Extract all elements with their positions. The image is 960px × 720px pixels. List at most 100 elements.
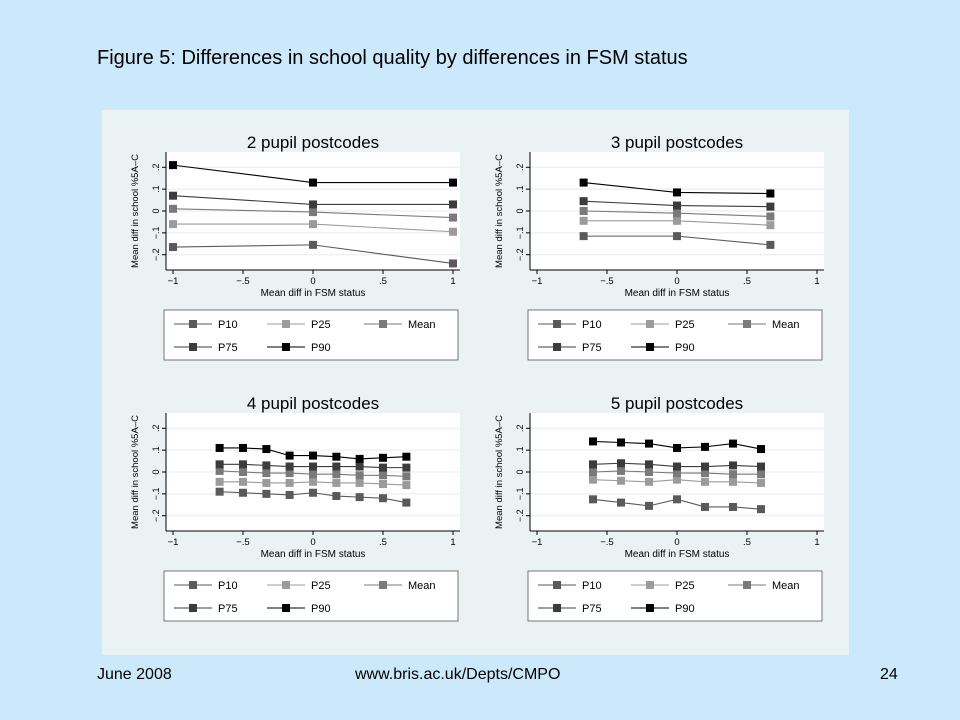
- chart-panel-3: 4 pupil postcodes −.2 −.1 0 .1 .2 Mean diff in…: [130, 394, 460, 622]
- data-point-p10: [285, 490, 294, 499]
- x-tick-label: 1: [450, 537, 455, 548]
- footer-date: June 2008: [97, 666, 172, 683]
- legend-label-p75: P75: [218, 603, 238, 615]
- footer-url: www.bris.ac.uk/Depts/CMPO: [355, 666, 561, 683]
- data-point-mean: [309, 470, 317, 479]
- data-point-p25: [332, 478, 341, 487]
- legend-marker-p75: [189, 343, 197, 351]
- x-axis-label: Mean diff in FSM status: [625, 549, 730, 560]
- data-point-p25: [589, 475, 597, 484]
- data-point-p90: [309, 451, 317, 460]
- data-point-p90: [579, 178, 588, 187]
- legend-label-p90: P90: [311, 342, 331, 354]
- data-point-mean: [332, 470, 341, 479]
- legend-box: [527, 570, 823, 622]
- data-point-mean: [262, 469, 271, 478]
- data-point-p25: [729, 477, 737, 486]
- data-point-p90: [215, 443, 224, 452]
- y-axis-label: Mean diff in school %5A–C: [494, 154, 505, 268]
- x-tick-label: 0: [310, 537, 315, 548]
- data-point-mean: [579, 207, 588, 215]
- x-tick-label: 1: [814, 276, 819, 287]
- chart-title: 3 pupil postcodes: [611, 133, 743, 152]
- data-point-mean: [285, 469, 294, 478]
- legend-marker-p25: [646, 581, 654, 589]
- legend-marker-p25: [646, 320, 654, 328]
- legend-label-mean: Mean: [408, 319, 436, 331]
- x-tick-label: 1: [814, 537, 819, 548]
- y-tick-label: .2: [151, 425, 161, 433]
- data-point-p75: [239, 460, 247, 469]
- data-point-mean: [239, 468, 247, 476]
- y-tick-label: −.2: [151, 509, 161, 522]
- y-tick-label: 0: [515, 469, 525, 474]
- data-point-p25: [449, 227, 457, 236]
- legend-box: [163, 570, 459, 622]
- data-point-p75: [355, 462, 364, 471]
- charts-svg: 2 pupil postcodes −.2 −.1 0 .1 .2 Mean diff in…: [130, 133, 824, 622]
- data-point-p90: [449, 178, 457, 187]
- y-tick-label: −.1: [515, 487, 525, 500]
- y-tick-label: .1: [515, 446, 525, 454]
- x-tick-label: .5: [743, 276, 751, 287]
- x-tick-label: 1: [450, 276, 455, 287]
- data-point-p10: [309, 488, 317, 497]
- data-point-p10: [701, 502, 709, 511]
- y-axis-label: Mean diff in school %5A–C: [130, 154, 141, 268]
- x-tick-label: 0: [310, 276, 315, 287]
- legend-marker-p10: [189, 581, 197, 589]
- data-point-p10: [309, 240, 317, 249]
- data-point-mean: [766, 212, 775, 221]
- legend-marker-p25: [282, 320, 290, 328]
- data-point-p90: [589, 437, 597, 446]
- y-tick-label: .1: [515, 185, 525, 193]
- x-tick-label: 0: [674, 537, 679, 548]
- legend-marker-p10: [553, 320, 561, 328]
- x-axis-label: Mean diff in FSM status: [261, 288, 366, 299]
- legend-marker-mean: [379, 581, 387, 589]
- data-point-p90: [239, 443, 247, 452]
- data-point-mean: [673, 209, 681, 218]
- data-point-mean: [589, 468, 597, 476]
- data-point-p10: [332, 492, 341, 501]
- data-point-p10: [766, 240, 775, 249]
- data-point-p75: [449, 200, 457, 209]
- data-point-p90: [285, 451, 294, 460]
- data-point-p75: [673, 201, 681, 210]
- data-point-p75: [579, 197, 588, 206]
- legend-marker-p75: [553, 343, 561, 351]
- data-point-p25: [215, 477, 224, 486]
- x-tick-label: .5: [743, 537, 751, 548]
- legend-box: [163, 309, 459, 361]
- legend-label-p25: P25: [311, 580, 331, 592]
- data-point-p90: [355, 454, 364, 463]
- data-point-p90: [332, 452, 341, 461]
- data-point-p90: [757, 445, 765, 454]
- data-point-mean: [701, 469, 709, 478]
- data-point-mean: [355, 471, 364, 480]
- y-axis-label: Mean diff in school %5A–C: [130, 415, 141, 529]
- data-point-p25: [645, 477, 653, 486]
- y-tick-label: 0: [151, 469, 161, 474]
- legend-marker-p90: [646, 604, 654, 612]
- data-point-p75: [332, 462, 341, 471]
- legend-label-p90: P90: [675, 342, 695, 354]
- data-point-mean: [617, 466, 625, 475]
- data-point-p75: [729, 461, 737, 470]
- data-point-p25: [309, 477, 317, 486]
- legend-marker-p25: [282, 581, 290, 589]
- data-point-p10: [402, 498, 411, 507]
- data-point-p25: [355, 478, 364, 487]
- chart-title: 4 pupil postcodes: [247, 394, 379, 413]
- data-point-p90: [701, 442, 709, 451]
- y-tick-label: .2: [151, 164, 161, 172]
- data-point-mean: [729, 470, 737, 479]
- data-point-p90: [673, 188, 681, 197]
- x-tick-label: .5: [379, 537, 387, 548]
- y-tick-label: −.1: [515, 226, 525, 239]
- legend-label-p25: P25: [311, 319, 331, 331]
- data-point-p90: [309, 178, 317, 187]
- data-point-mean: [309, 208, 317, 217]
- data-point-p75: [215, 460, 224, 469]
- x-tick-label: −.5: [236, 537, 249, 548]
